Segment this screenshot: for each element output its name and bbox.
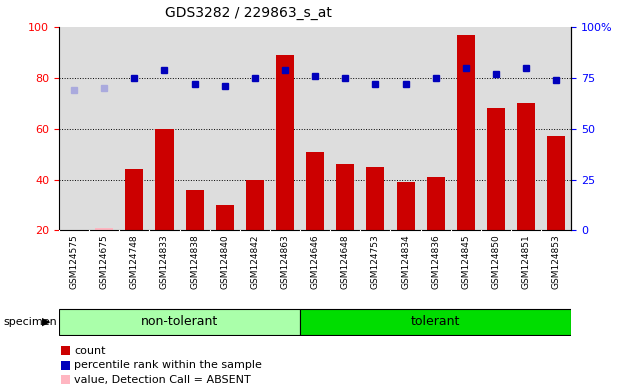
Text: percentile rank within the sample: percentile rank within the sample: [74, 360, 262, 370]
Bar: [186, 190, 204, 230]
Text: GSM124842: GSM124842: [250, 234, 260, 289]
Text: GSM124838: GSM124838: [190, 234, 199, 289]
Text: GSM124648: GSM124648: [341, 234, 350, 289]
Text: specimen: specimen: [3, 316, 57, 327]
Bar: [246, 180, 264, 230]
Bar: [517, 103, 535, 230]
Text: GDS3282 / 229863_s_at: GDS3282 / 229863_s_at: [165, 6, 332, 20]
Text: GSM124863: GSM124863: [281, 234, 289, 289]
Text: GSM124850: GSM124850: [491, 234, 501, 289]
Text: GSM124851: GSM124851: [522, 234, 530, 289]
Bar: [547, 136, 565, 230]
Bar: [336, 164, 355, 230]
Bar: [61, 375, 70, 384]
Bar: [397, 182, 415, 230]
Bar: [61, 346, 70, 356]
Text: GSM124834: GSM124834: [401, 234, 410, 289]
Bar: [276, 55, 294, 230]
Text: GSM124748: GSM124748: [130, 234, 139, 289]
Text: value, Detection Call = ABSENT: value, Detection Call = ABSENT: [74, 375, 251, 384]
Bar: [155, 129, 173, 230]
Text: GSM124575: GSM124575: [70, 234, 79, 289]
Bar: [427, 177, 445, 230]
Bar: [95, 228, 113, 230]
Text: GSM124646: GSM124646: [310, 234, 320, 289]
Text: GSM124675: GSM124675: [100, 234, 109, 289]
Bar: [215, 205, 233, 230]
Text: GSM124840: GSM124840: [220, 234, 229, 289]
Text: GSM124836: GSM124836: [431, 234, 440, 289]
FancyBboxPatch shape: [59, 309, 300, 334]
Text: GSM124753: GSM124753: [371, 234, 380, 289]
Text: ▶: ▶: [42, 316, 51, 327]
Bar: [366, 167, 384, 230]
Text: GSM124833: GSM124833: [160, 234, 169, 289]
Bar: [457, 35, 475, 230]
Bar: [61, 361, 70, 370]
Bar: [125, 169, 143, 230]
Text: GSM124853: GSM124853: [551, 234, 561, 289]
Bar: [487, 108, 505, 230]
Text: count: count: [74, 346, 106, 356]
Bar: [306, 152, 324, 230]
Text: tolerant: tolerant: [411, 315, 460, 328]
Text: GSM124845: GSM124845: [461, 234, 470, 289]
Text: non-tolerant: non-tolerant: [141, 315, 218, 328]
FancyBboxPatch shape: [300, 309, 571, 334]
